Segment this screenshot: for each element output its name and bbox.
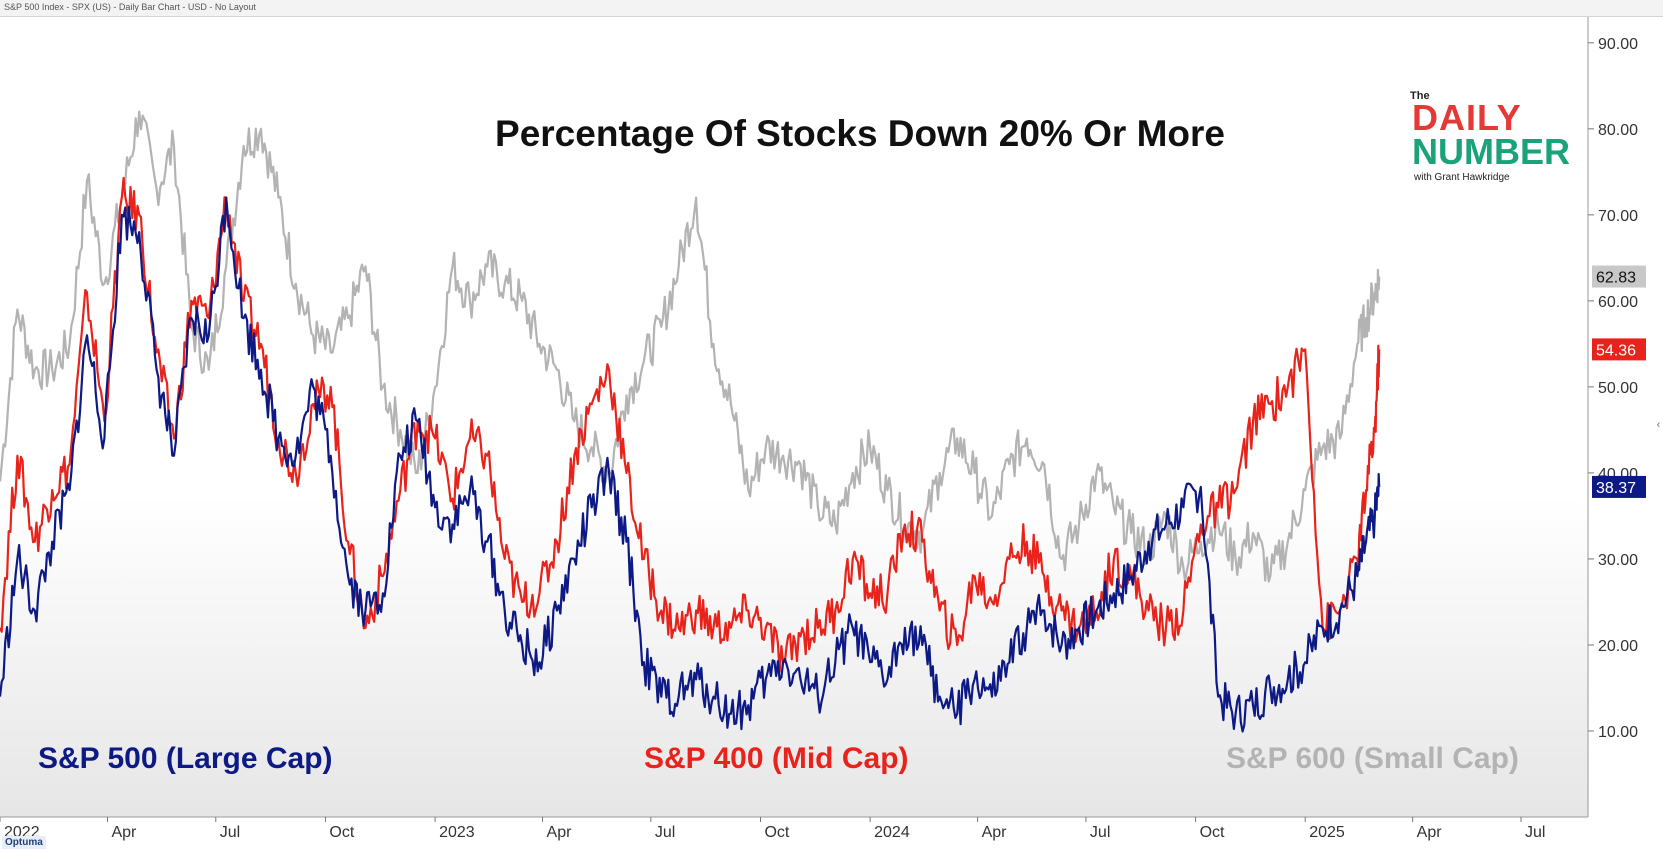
side-panel-toggle-icon[interactable]: ‹ (1656, 419, 1661, 431)
y-tick-label: 10.00 (1598, 724, 1638, 741)
x-tick-label: Apr (547, 824, 573, 841)
x-tick-label: Jul (1090, 824, 1110, 841)
legend-item: S&P 500 (Large Cap) (38, 742, 333, 775)
x-tick-label: 2024 (874, 824, 910, 841)
last-value-box (1592, 265, 1646, 288)
x-tick-label: Apr (111, 824, 137, 841)
series-line-s-p-400-mid-cap- (0, 176, 1381, 673)
last-value-text: 54.36 (1596, 342, 1636, 359)
chart-info-text: S&P 500 Index - SPX (US) - Daily Bar Cha… (4, 2, 256, 12)
y-tick-label: 60.00 (1598, 294, 1638, 311)
y-tick-label: 80.00 (1598, 122, 1638, 139)
last-value-text: 38.37 (1596, 480, 1636, 497)
logo-daily-text: DAILY (1412, 97, 1522, 138)
x-tick-label: Apr (982, 824, 1008, 841)
chart-title: Percentage Of Stocks Down 20% Or More (495, 113, 1225, 154)
logo-number-text: NUMBER (1412, 131, 1570, 172)
y-tick-label: 30.00 (1598, 552, 1638, 569)
chart-header-bar: S&P 500 Index - SPX (US) - Daily Bar Cha… (0, 0, 1663, 17)
x-tick-label: Oct (764, 824, 789, 841)
x-tick-label: Oct (329, 824, 354, 841)
y-tick-label: 70.00 (1598, 208, 1638, 225)
x-tick-label: 2025 (1309, 824, 1345, 841)
x-tick-label: Apr (1417, 824, 1443, 841)
x-tick-label: 2023 (439, 824, 475, 841)
legend-item: S&P 600 (Small Cap) (1226, 742, 1519, 775)
last-value-text: 62.83 (1596, 270, 1636, 287)
x-tick-label: Oct (1200, 824, 1225, 841)
series-group (0, 110, 1381, 733)
y-tick-label: 50.00 (1598, 380, 1638, 397)
last-value-box (1592, 338, 1646, 361)
x-axis: 2022 Apr Jul Oct 2023 Apr Jul Oct 2024 Apr Jul Oct 2… (0, 817, 1545, 841)
y-axis: 10.0020.0030.0040.0050.0060.0070.0080.00… (1588, 36, 1638, 741)
logo-subtitle: with Grant Hawkridge (1414, 172, 1510, 183)
y-tick-label: 20.00 (1598, 638, 1638, 655)
last-value-labels: 62.83 54.36 38.37 (1592, 265, 1646, 498)
logo-the-text: The (1410, 90, 1430, 102)
x-tick-label: Jul (655, 824, 675, 841)
legend-item: S&P 400 (Mid Cap) (644, 742, 909, 775)
x-tick-label: Jul (1525, 824, 1545, 841)
x-tick-label: Jul (220, 824, 240, 841)
optuma-brand: Optuma (2, 836, 46, 849)
last-value-box (1592, 475, 1646, 498)
series-line-s-p-500-large-cap- (0, 196, 1381, 733)
daily-number-logo: The DAILY NUMBER with Grant Hawkridge (1410, 90, 1590, 190)
legend: S&P 500 (Large Cap) S&P 400 (Mid Cap) S&P … (38, 742, 1519, 775)
y-tick-label: 90.00 (1598, 36, 1638, 53)
